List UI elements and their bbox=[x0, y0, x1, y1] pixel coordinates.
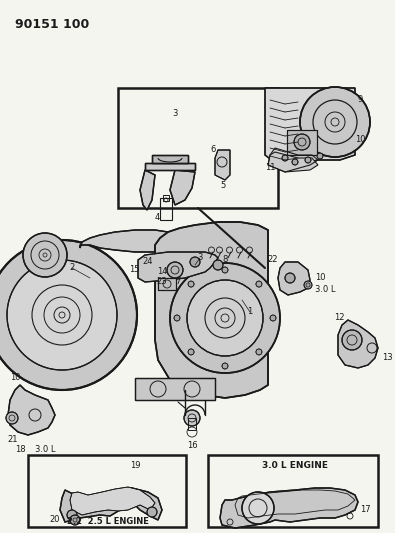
Text: 16: 16 bbox=[187, 440, 198, 449]
Circle shape bbox=[256, 349, 262, 355]
Text: 3: 3 bbox=[198, 254, 203, 262]
Text: 3.0 L: 3.0 L bbox=[315, 286, 335, 295]
Text: 3: 3 bbox=[172, 109, 177, 117]
Polygon shape bbox=[170, 170, 195, 205]
Polygon shape bbox=[338, 320, 378, 368]
Polygon shape bbox=[8, 385, 55, 435]
Circle shape bbox=[317, 153, 323, 159]
Circle shape bbox=[304, 281, 312, 289]
Bar bbox=[163, 195, 169, 201]
Polygon shape bbox=[145, 163, 195, 170]
Circle shape bbox=[170, 263, 280, 373]
Circle shape bbox=[222, 363, 228, 369]
Text: 20: 20 bbox=[50, 515, 60, 524]
Polygon shape bbox=[140, 170, 155, 210]
Polygon shape bbox=[220, 488, 358, 528]
Text: 23: 23 bbox=[157, 278, 167, 287]
Polygon shape bbox=[268, 152, 318, 172]
Polygon shape bbox=[155, 222, 268, 398]
Text: 2: 2 bbox=[70, 263, 75, 272]
Circle shape bbox=[300, 87, 370, 157]
Circle shape bbox=[270, 315, 276, 321]
Text: 21: 21 bbox=[8, 435, 18, 445]
Circle shape bbox=[167, 262, 183, 278]
Bar bbox=[158, 278, 176, 290]
Circle shape bbox=[70, 515, 80, 525]
Bar bbox=[118, 88, 278, 208]
Text: 10: 10 bbox=[355, 135, 365, 144]
Polygon shape bbox=[80, 230, 175, 252]
Text: 17: 17 bbox=[360, 505, 371, 514]
Bar bbox=[28, 455, 186, 527]
Circle shape bbox=[256, 281, 262, 287]
Bar bbox=[135, 378, 215, 400]
Circle shape bbox=[294, 134, 310, 150]
Circle shape bbox=[282, 155, 288, 161]
Text: 5: 5 bbox=[220, 181, 225, 190]
Text: 13: 13 bbox=[382, 353, 393, 362]
Bar bbox=[287, 130, 317, 155]
Text: 18: 18 bbox=[15, 446, 26, 455]
Text: 4: 4 bbox=[155, 214, 160, 222]
Circle shape bbox=[174, 315, 180, 321]
Text: 24: 24 bbox=[143, 257, 153, 266]
Circle shape bbox=[147, 507, 157, 517]
Text: 10: 10 bbox=[315, 273, 325, 282]
Bar bbox=[160, 198, 172, 220]
Text: 9: 9 bbox=[357, 95, 363, 104]
Bar bbox=[208, 455, 378, 527]
Polygon shape bbox=[215, 150, 230, 180]
Circle shape bbox=[7, 260, 117, 370]
Polygon shape bbox=[278, 262, 310, 295]
Circle shape bbox=[67, 510, 77, 520]
Text: 11: 11 bbox=[265, 164, 275, 173]
Text: 7: 7 bbox=[175, 278, 181, 287]
Polygon shape bbox=[70, 487, 155, 515]
Circle shape bbox=[188, 349, 194, 355]
Bar bbox=[158, 278, 176, 290]
Circle shape bbox=[190, 257, 200, 267]
Text: 2.2  2.5 L ENGINE: 2.2 2.5 L ENGINE bbox=[67, 518, 149, 527]
Bar bbox=[188, 418, 196, 430]
Polygon shape bbox=[265, 88, 355, 168]
Text: 6: 6 bbox=[210, 146, 215, 155]
Circle shape bbox=[222, 267, 228, 273]
Circle shape bbox=[23, 233, 67, 277]
Bar bbox=[287, 130, 317, 155]
Text: 19: 19 bbox=[130, 461, 140, 470]
Polygon shape bbox=[20, 262, 92, 368]
Text: 8: 8 bbox=[222, 255, 228, 264]
Circle shape bbox=[188, 281, 194, 287]
Text: 90151 100: 90151 100 bbox=[15, 18, 89, 31]
Circle shape bbox=[285, 273, 295, 283]
Circle shape bbox=[305, 157, 311, 163]
Circle shape bbox=[187, 280, 263, 356]
Text: 12: 12 bbox=[335, 313, 345, 322]
Polygon shape bbox=[152, 155, 188, 163]
Text: 10: 10 bbox=[10, 374, 21, 383]
Circle shape bbox=[242, 492, 274, 524]
Circle shape bbox=[213, 260, 223, 270]
Polygon shape bbox=[138, 252, 218, 282]
Text: 3.0 L: 3.0 L bbox=[35, 446, 56, 455]
Text: 1: 1 bbox=[247, 308, 253, 317]
Circle shape bbox=[292, 159, 298, 165]
Text: 22: 22 bbox=[267, 255, 278, 264]
Bar bbox=[135, 378, 215, 400]
Text: 3.0 L ENGINE: 3.0 L ENGINE bbox=[262, 461, 328, 470]
Circle shape bbox=[342, 330, 362, 350]
Circle shape bbox=[0, 240, 137, 390]
Text: 15: 15 bbox=[130, 265, 140, 274]
Circle shape bbox=[6, 412, 18, 424]
Text: 14: 14 bbox=[158, 268, 168, 277]
Polygon shape bbox=[60, 488, 162, 522]
Circle shape bbox=[184, 410, 200, 426]
